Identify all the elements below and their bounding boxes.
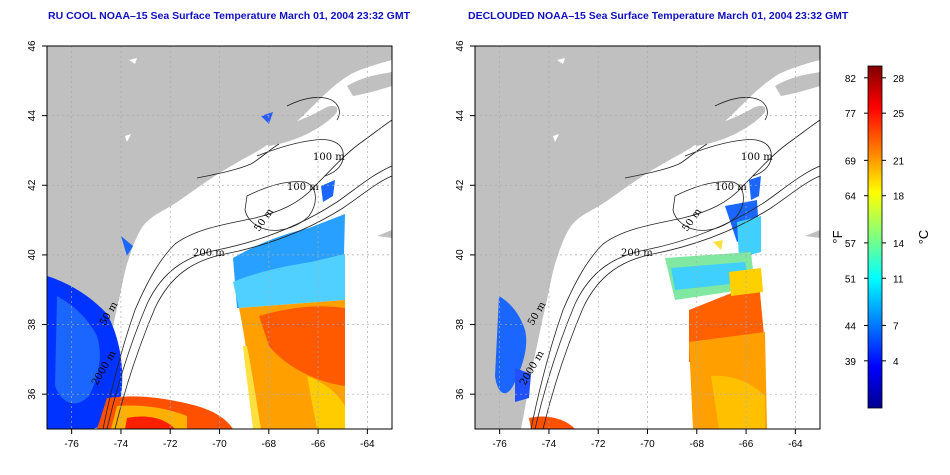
left-contour-label-100m-a: 100 m — [313, 152, 345, 163]
right-map-panel: 100 m 100 m 50 m 200 m 50 m 2000 m -76 -7… — [455, 40, 821, 450]
left-grid — [47, 45, 392, 429]
colorbar-f-label: 44 — [845, 321, 857, 332]
colorbar-c-label: 21 — [893, 156, 905, 167]
colorbar-f-label: 64 — [845, 192, 857, 203]
colorbar-c-label: 4 — [893, 357, 899, 368]
colorbar-f-label: 57 — [845, 239, 857, 250]
right-contour-label-100m-b: 100 m — [715, 182, 747, 193]
colorbar-f-label: 69 — [845, 156, 857, 167]
right-sst-field — [495, 176, 767, 429]
right-lon-tick-label: -66 — [739, 439, 754, 450]
right-ticks: -76 -74 -72 -70 -68 -66 -64 46 44 42 40 38 36 — [455, 40, 803, 450]
left-lon-tick-label: -64 — [360, 439, 375, 450]
left-sst-field — [47, 112, 345, 429]
left-lat-tick-label: 46 — [27, 40, 38, 52]
right-contour-label-200m: 200 m — [621, 248, 653, 259]
left-lat-tick-label: 38 — [27, 319, 38, 331]
left-lat-tick-label: 40 — [27, 249, 38, 261]
colorbar-c-label: 11 — [893, 274, 904, 285]
colorbar-unit-c: °C — [916, 230, 931, 245]
right-lon-tick-label: -72 — [591, 439, 606, 450]
colorbar-f-label: 39 — [845, 357, 857, 368]
colorbar-gradient — [867, 65, 883, 409]
colorbar-unit-f: °F — [830, 230, 845, 243]
colorbar-c-label: 7 — [893, 321, 899, 332]
left-contour-label-200m: 200 m — [193, 248, 225, 259]
left-contour-label-100m-b: 100 m — [287, 182, 319, 193]
left-ticks: -76 -74 -72 -70 -68 -66 -64 46 44 42 40 38 36 — [27, 40, 375, 450]
colorbar-c-label: 18 — [893, 192, 905, 203]
right-lat-tick-label: 46 — [455, 40, 466, 52]
left-lat-tick-label: 42 — [27, 179, 38, 191]
left-lon-tick-label: -76 — [64, 439, 79, 450]
right-lon-tick-label: -74 — [542, 439, 557, 450]
right-lat-tick-label: 42 — [455, 179, 466, 191]
colorbar-c-label: 14 — [893, 239, 905, 250]
right-lat-tick-label: 38 — [455, 319, 466, 331]
right-contour-label-100m-a: 100 m — [741, 152, 773, 163]
left-lon-tick-label: -72 — [163, 439, 178, 450]
right-lat-tick-label: 40 — [455, 249, 466, 261]
left-lon-tick-label: -68 — [262, 439, 277, 450]
left-lon-tick-label: -74 — [114, 439, 129, 450]
left-lon-tick-label: -70 — [212, 439, 227, 450]
left-panel-title: RU COOL NOAA–15 Sea Surface Temperature … — [48, 10, 411, 22]
colorbar-f-label: 51 — [845, 274, 857, 285]
right-lon-tick-label: -76 — [492, 439, 507, 450]
right-lon-tick-label: -70 — [640, 439, 655, 450]
right-lat-tick-label: 36 — [455, 388, 466, 400]
colorbar-f-label: 82 — [845, 74, 857, 85]
colorbar-f-label: 77 — [845, 109, 857, 120]
right-panel-title: DECLOUDED NOAA–15 Sea Surface Temperatur… — [468, 10, 849, 22]
right-lon-tick-label: -68 — [690, 439, 705, 450]
right-lat-tick-label: 44 — [455, 110, 466, 122]
left-lon-tick-label: -66 — [311, 439, 326, 450]
right-grid — [475, 45, 820, 429]
left-lat-tick-label: 36 — [27, 388, 38, 400]
left-lat-tick-label: 44 — [27, 110, 38, 122]
right-lon-tick-label: -64 — [788, 439, 803, 450]
colorbar-c-label: 28 — [893, 74, 905, 85]
left-map-panel: 100 m 100 m 50 m 200 m 50 m 2000 m -76 -7… — [27, 40, 393, 450]
colorbar-c-label: 25 — [893, 109, 905, 120]
